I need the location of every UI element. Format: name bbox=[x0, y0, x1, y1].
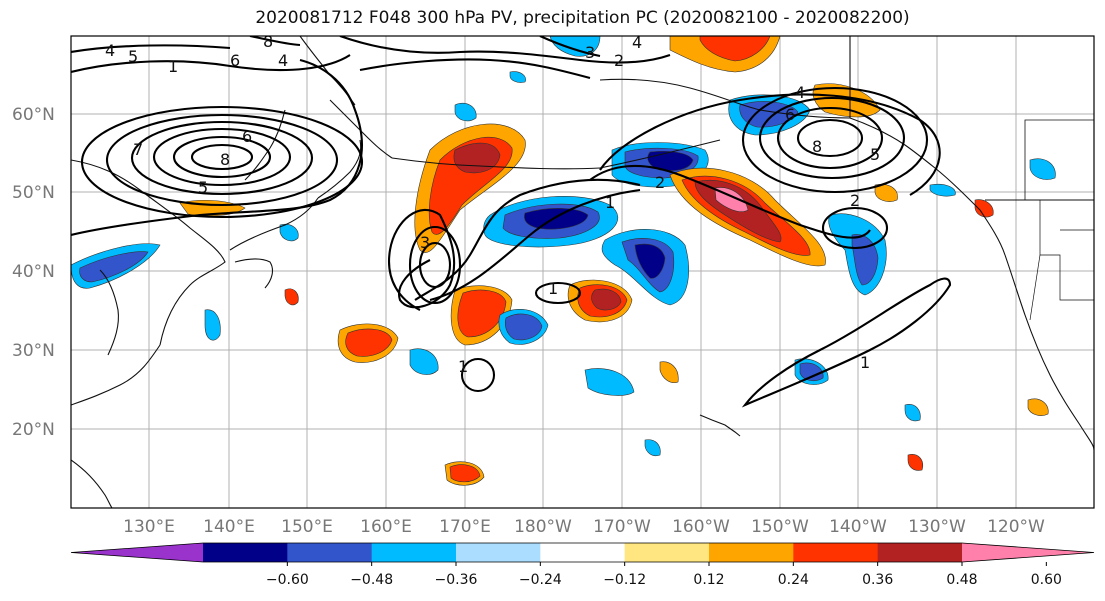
lon-label: 170°E bbox=[439, 517, 491, 537]
pv-contours bbox=[71, 36, 952, 408]
lon-label: 150°W bbox=[751, 517, 809, 537]
svg-text:8: 8 bbox=[812, 137, 822, 156]
svg-text:5: 5 bbox=[870, 145, 880, 164]
longitude-labels: 130°E 140°E 150°E 160°E 170°E 180°W 170°… bbox=[123, 517, 1045, 537]
lat-label: 40°N bbox=[12, 262, 55, 282]
svg-text:6: 6 bbox=[230, 51, 240, 70]
svg-text:7: 7 bbox=[133, 140, 143, 159]
colorbar-tick-label: −0.60 bbox=[266, 572, 309, 588]
colorbar-bin bbox=[540, 543, 626, 562]
lon-label: 140°E bbox=[203, 517, 255, 537]
colorbar-bin bbox=[287, 543, 373, 562]
colorbar-bin bbox=[624, 543, 710, 562]
colorbar-tick-label: 0.48 bbox=[946, 572, 977, 588]
lat-label: 50°N bbox=[12, 183, 55, 203]
colorbar-tick-label: 0.36 bbox=[862, 572, 893, 588]
colorbar-bin bbox=[456, 543, 541, 562]
lat-label: 60°N bbox=[12, 105, 55, 125]
colorbar-extend-min bbox=[71, 543, 203, 562]
lat-label: 30°N bbox=[12, 341, 55, 361]
svg-text:5: 5 bbox=[198, 178, 208, 197]
svg-text:2: 2 bbox=[850, 191, 860, 210]
colorbar: −0.60 −0.48 −0.36 −0.24 −0.12 0.12 0.24 0.36 0.4… bbox=[70, 542, 1095, 588]
lon-label: 120°W bbox=[987, 517, 1045, 537]
colorbar-tick-label: −0.12 bbox=[603, 572, 646, 588]
svg-text:2: 2 bbox=[655, 173, 665, 192]
colorbar-bin bbox=[709, 543, 794, 562]
svg-text:6: 6 bbox=[242, 127, 252, 146]
lon-label: 130°E bbox=[123, 517, 175, 537]
svg-text:4: 4 bbox=[105, 41, 115, 60]
svg-text:2: 2 bbox=[614, 51, 624, 70]
svg-text:8: 8 bbox=[263, 32, 273, 51]
svg-text:1: 1 bbox=[860, 353, 870, 372]
lon-label: 140°W bbox=[829, 517, 887, 537]
colorbar-tick-label: −0.24 bbox=[519, 572, 562, 588]
lat-label: 20°N bbox=[12, 420, 55, 440]
svg-text:1: 1 bbox=[458, 357, 468, 376]
latitude-labels: 60°N 50°N 40°N 30°N 20°N bbox=[12, 105, 55, 440]
lon-label: 170°W bbox=[593, 517, 651, 537]
svg-text:6: 6 bbox=[785, 105, 795, 124]
svg-text:8: 8 bbox=[220, 150, 230, 169]
svg-text:4: 4 bbox=[795, 83, 805, 102]
map-title: 2020081712 F048 300 hPa PV, precipitatio… bbox=[255, 8, 910, 28]
svg-text:4: 4 bbox=[278, 51, 288, 70]
colorbar-bin bbox=[793, 543, 879, 562]
colorbar-tick-label: 0.24 bbox=[778, 572, 809, 588]
svg-text:3: 3 bbox=[585, 43, 595, 62]
lon-label: 180°W bbox=[514, 517, 572, 537]
colorbar-bin bbox=[371, 543, 457, 562]
svg-text:1: 1 bbox=[548, 279, 558, 298]
lon-label: 160°E bbox=[360, 517, 412, 537]
svg-text:5: 5 bbox=[128, 47, 138, 66]
colorbar-tick-label: 0.12 bbox=[693, 572, 724, 588]
lon-label: 150°E bbox=[281, 517, 333, 537]
lon-label: 130°W bbox=[908, 517, 966, 537]
svg-text:1: 1 bbox=[605, 193, 615, 212]
lon-label: 160°W bbox=[672, 517, 730, 537]
colorbar-bin bbox=[877, 543, 963, 562]
colorbar-tick-label: −0.48 bbox=[350, 572, 393, 588]
colorbar-tick-label: 0.60 bbox=[1031, 572, 1062, 588]
svg-text:4: 4 bbox=[632, 33, 642, 52]
colorbar-tick-label: −0.36 bbox=[435, 572, 478, 588]
map-frame bbox=[70, 35, 1095, 509]
svg-text:1: 1 bbox=[168, 57, 178, 76]
contour-labels: 4 5 6 8 1 6 7 8 5 4 3 4 2 3 1 1 1 2 4 8 … bbox=[105, 32, 880, 376]
colorbar-bin bbox=[203, 543, 288, 562]
colorbar-extend-max bbox=[962, 543, 1094, 562]
svg-text:3: 3 bbox=[420, 233, 430, 252]
